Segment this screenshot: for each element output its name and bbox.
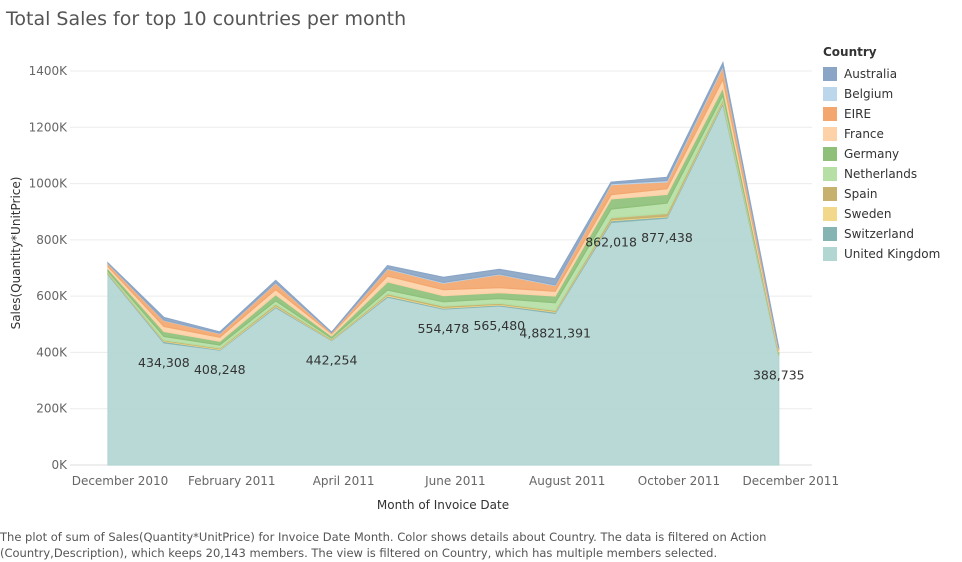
legend-label: Australia <box>844 67 898 81</box>
legend-title: Country <box>823 45 877 59</box>
legend-swatch <box>823 107 837 121</box>
data-label: 565,480 <box>473 318 525 333</box>
legend-item[interactable]: France <box>823 124 940 144</box>
legend-item[interactable]: United Kingdom <box>823 244 940 264</box>
legend-item[interactable]: Germany <box>823 144 940 164</box>
x-axis-ticks: December 2010 February 2011 April 2011 June… <box>72 474 839 488</box>
x-tick-label: April 2011 <box>313 474 375 488</box>
y-tick-label: 200K <box>36 402 68 416</box>
legend-label: Sweden <box>844 207 892 221</box>
chart-caption: The plot of sum of Sales(Quantity*UnitPr… <box>0 529 800 561</box>
legend-swatch <box>823 167 837 181</box>
legend-swatch <box>823 247 837 261</box>
y-tick-label: 1000K <box>29 177 69 191</box>
y-tick-label: 600K <box>36 289 68 303</box>
data-label: 442,254 <box>306 353 358 368</box>
x-tick-label: June 2011 <box>424 474 486 488</box>
x-tick-label: December 2011 <box>743 474 840 488</box>
legend-label: Germany <box>844 147 900 161</box>
legend: Country Australia Belgium EIRE France German… <box>823 45 940 264</box>
legend-label: Netherlands <box>844 167 918 181</box>
series-areas <box>107 61 780 466</box>
y-tick-label: 1400K <box>29 64 69 78</box>
data-label: 877,438 <box>641 230 693 245</box>
data-label: 408,248 <box>194 362 246 377</box>
legend-item[interactable]: Netherlands <box>823 164 940 184</box>
data-label: 554,478 <box>418 321 470 336</box>
x-tick-label: August 2011 <box>529 474 605 488</box>
legend-label: Spain <box>844 187 878 201</box>
data-label: 388,735 <box>753 368 805 383</box>
x-tick-label: December 2010 <box>72 474 169 488</box>
legend-label: United Kingdom <box>844 247 941 261</box>
legend-swatch <box>823 227 837 241</box>
legend-swatch <box>823 147 837 161</box>
y-axis-ticks: 0K 200K 400K 600K 800K 1000K 1200K 1400K <box>29 64 69 472</box>
legend-item[interactable]: Sweden <box>823 204 940 224</box>
y-tick-label: 1200K <box>29 120 69 134</box>
y-tick-label: 800K <box>36 233 68 247</box>
legend-swatch <box>823 67 837 81</box>
area-australia <box>107 61 780 349</box>
legend-item[interactable]: EIRE <box>823 104 940 124</box>
y-tick-label: 400K <box>36 345 68 359</box>
legend-item[interactable]: Switzerland <box>823 224 940 244</box>
x-tick-label: February 2011 <box>188 474 276 488</box>
data-labels: 434,308 408,248 442,254 554,478 565,4804,882… <box>138 230 805 383</box>
legend-label: EIRE <box>844 107 872 121</box>
legend-swatch <box>823 187 837 201</box>
legend-label: France <box>844 127 884 141</box>
legend-swatch <box>823 127 837 141</box>
data-label: 434,308 <box>138 355 190 370</box>
x-axis-title: Month of Invoice Date <box>377 498 509 512</box>
caption-line-1: The plot of sum of Sales(Quantity*UnitPr… <box>0 530 767 544</box>
y-tick-label: 0K <box>51 458 68 472</box>
data-label: 4,8821,391 <box>519 325 591 340</box>
y-axis-title: Sales(Quantity*UnitPrice) <box>9 177 23 330</box>
legend-label: Switzerland <box>844 227 914 241</box>
x-tick-label: October 2011 <box>638 474 720 488</box>
legend-items: Australia Belgium EIRE France Germany Netherl… <box>823 64 940 264</box>
legend-label: Belgium <box>844 87 894 101</box>
chart-title: Total Sales for top 10 countries per mon… <box>6 8 407 30</box>
legend-swatch <box>823 87 837 101</box>
legend-swatch <box>823 207 837 221</box>
caption-line-2: (Country,Description), which keeps 20,14… <box>0 546 718 560</box>
legend-item[interactable]: Spain <box>823 184 940 204</box>
legend-item[interactable]: Belgium <box>823 84 940 104</box>
legend-item[interactable]: Australia <box>823 64 940 84</box>
data-label: 862,018 <box>585 234 637 249</box>
